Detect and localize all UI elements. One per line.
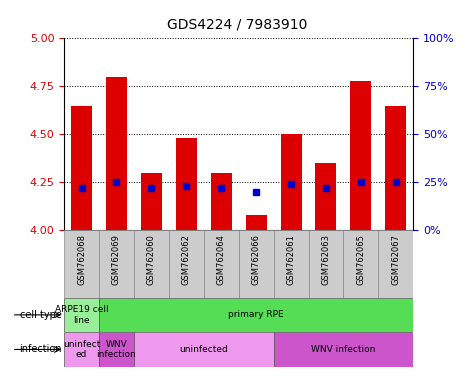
Text: GSM762068: GSM762068 [77,234,86,285]
Bar [64,332,99,367]
Text: ARPE19 cell
line: ARPE19 cell line [55,305,108,324]
Bar [141,173,162,230]
Text: GSM762067: GSM762067 [391,234,400,285]
Bar [385,106,406,230]
Bar [134,230,169,298]
Text: GSM762063: GSM762063 [322,234,331,285]
Text: GSM762062: GSM762062 [182,234,191,285]
Bar [343,230,379,298]
Text: GSM762061: GSM762061 [286,234,295,285]
Bar [176,138,197,230]
Bar [99,230,134,298]
Bar [106,77,127,230]
Bar [211,173,232,230]
Bar [64,230,99,298]
Text: GDS4224 / 7983910: GDS4224 / 7983910 [167,17,308,31]
Bar [281,134,302,230]
Text: GSM762069: GSM762069 [112,234,121,285]
Text: GSM762065: GSM762065 [356,234,365,285]
Bar [99,332,134,367]
Text: uninfect
ed: uninfect ed [63,340,100,359]
Bar [246,215,266,230]
Bar [134,332,274,367]
Bar [351,81,371,230]
Text: primary RPE: primary RPE [228,310,284,319]
Text: GSM762066: GSM762066 [252,234,261,285]
Bar [204,230,238,298]
Text: WNV infection: WNV infection [311,345,376,354]
Text: GSM762064: GSM762064 [217,234,226,285]
Bar [64,298,99,332]
Text: GSM762060: GSM762060 [147,234,156,285]
Bar [238,230,274,298]
Bar [71,106,92,230]
Bar [274,230,309,298]
Bar [315,163,336,230]
Text: cell type: cell type [20,310,62,320]
Text: WNV
infection: WNV infection [96,340,136,359]
Text: infection: infection [19,344,62,354]
Bar [379,230,413,298]
Bar [309,230,343,298]
Bar [169,230,204,298]
Bar [274,332,413,367]
Text: uninfected: uninfected [180,345,228,354]
